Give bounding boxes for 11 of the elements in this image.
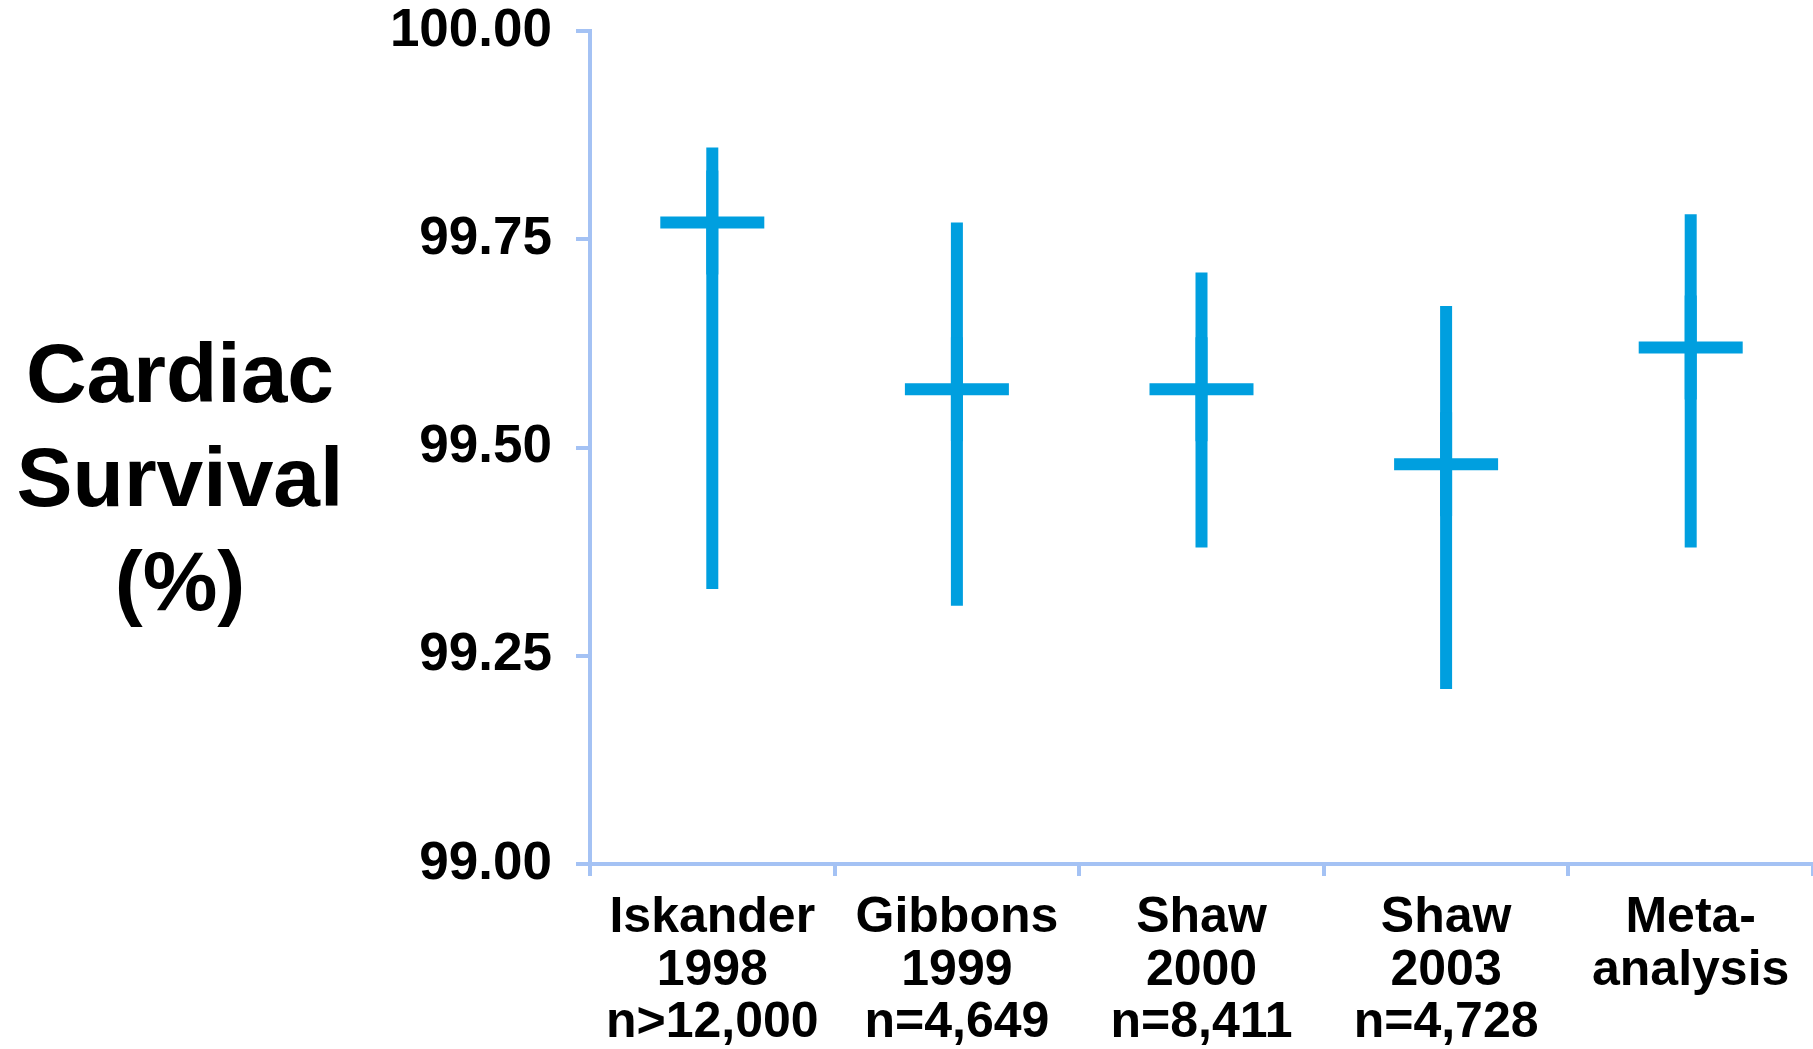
- y-axis-title: Cardiac Survival (%): [15, 325, 345, 630]
- x-tick-label: Iskander 1998 n>12,000: [605, 887, 819, 1049]
- x-tick-label: Shaw 2003 n=4,728: [1353, 887, 1539, 1049]
- x-tick-label: Gibbons 1999 n=4,649: [855, 887, 1059, 1049]
- y-tick-label: 100.00: [389, 0, 552, 57]
- y-tick-label: 99.00: [419, 830, 552, 890]
- x-tick-label: Meta-analysis: [1592, 887, 1790, 996]
- y-tick-label: 99.25: [419, 622, 552, 682]
- y-tick-label: 99.50: [419, 414, 552, 474]
- y-tick-label: 99.75: [419, 205, 552, 265]
- x-tick-label: Shaw 2000 n=8,411: [1110, 887, 1293, 1049]
